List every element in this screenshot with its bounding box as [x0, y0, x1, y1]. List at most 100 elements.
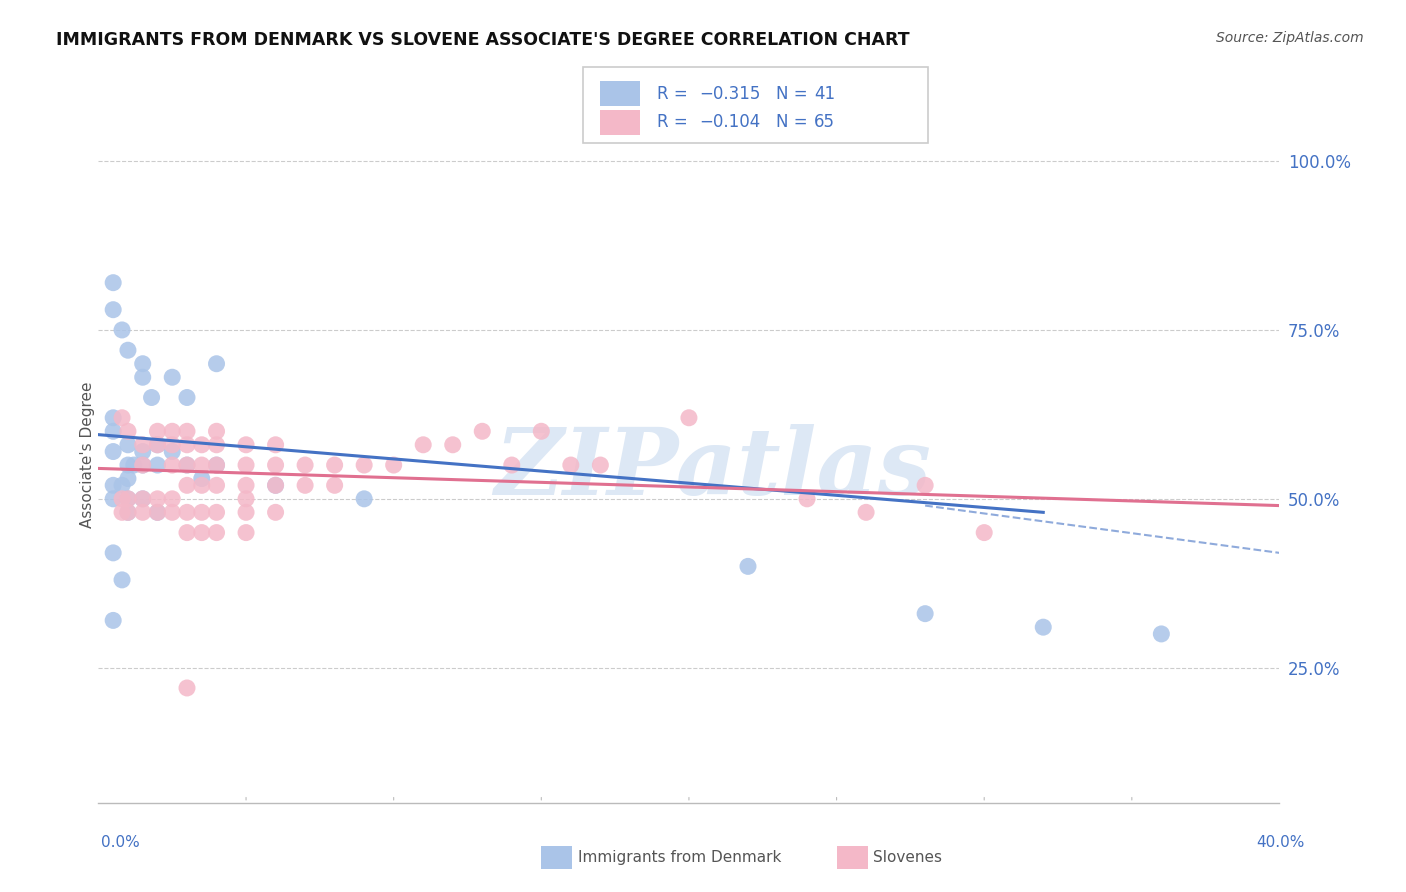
Point: [162, 444, 183, 458]
Point: [117, 458, 139, 472]
Point: [132, 357, 155, 371]
Point: [678, 410, 700, 425]
Point: [176, 478, 198, 492]
Point: [117, 424, 139, 438]
Point: [176, 505, 198, 519]
Text: N =: N =: [776, 113, 813, 131]
Point: [855, 505, 877, 519]
Point: [191, 472, 214, 486]
Point: [176, 424, 198, 438]
Point: [737, 559, 759, 574]
Point: [176, 438, 198, 452]
Point: [111, 573, 134, 587]
Point: [294, 458, 316, 472]
Point: [353, 491, 375, 506]
Point: [560, 458, 582, 472]
Point: [205, 438, 228, 452]
Point: [117, 438, 139, 452]
Text: Source: ZipAtlas.com: Source: ZipAtlas.com: [1216, 31, 1364, 45]
Point: [132, 370, 155, 384]
Point: [191, 478, 214, 492]
Point: [264, 478, 287, 492]
Point: [1032, 620, 1054, 634]
Point: [117, 472, 139, 486]
Point: [162, 424, 183, 438]
Point: [323, 478, 346, 492]
Point: [589, 458, 612, 472]
Point: [382, 458, 405, 472]
Point: [471, 424, 494, 438]
Point: [973, 525, 995, 540]
Point: [235, 458, 257, 472]
Point: [146, 424, 169, 438]
Y-axis label: Associate's Degree: Associate's Degree: [80, 382, 94, 528]
Point: [117, 491, 139, 506]
Point: [162, 458, 183, 472]
Text: 65: 65: [814, 113, 835, 131]
Text: R =: R =: [657, 85, 693, 103]
Point: [141, 391, 163, 405]
Point: [235, 491, 257, 506]
Point: [191, 458, 214, 472]
Point: [235, 505, 257, 519]
Point: [191, 505, 214, 519]
Point: [264, 458, 287, 472]
Point: [441, 438, 464, 452]
Point: [191, 525, 214, 540]
Point: [294, 478, 316, 492]
Point: [103, 614, 125, 628]
Point: [103, 424, 125, 438]
Text: R =: R =: [657, 113, 693, 131]
Text: N =: N =: [776, 85, 813, 103]
Text: 0.0%: 0.0%: [101, 836, 141, 850]
Point: [132, 458, 155, 472]
Point: [205, 458, 228, 472]
Point: [111, 410, 134, 425]
Point: [103, 478, 125, 492]
Point: [162, 491, 183, 506]
Point: [111, 491, 134, 506]
Point: [146, 491, 169, 506]
Text: 41: 41: [814, 85, 835, 103]
Point: [530, 424, 553, 438]
Point: [205, 525, 228, 540]
Point: [132, 438, 155, 452]
Point: [205, 424, 228, 438]
Point: [146, 458, 169, 472]
Point: [1150, 627, 1173, 641]
Point: [191, 438, 214, 452]
Point: [146, 505, 169, 519]
Text: Slovenes: Slovenes: [873, 850, 942, 864]
Point: [176, 458, 198, 472]
Point: [132, 505, 155, 519]
Point: [796, 491, 818, 506]
Point: [353, 458, 375, 472]
Point: [103, 410, 125, 425]
Point: [132, 458, 155, 472]
Point: [914, 607, 936, 621]
Point: [176, 525, 198, 540]
Text: ZIPatlas: ZIPatlas: [494, 424, 931, 514]
Point: [176, 391, 198, 405]
Point: [132, 444, 155, 458]
Point: [162, 370, 183, 384]
Point: [103, 444, 125, 458]
Point: [111, 505, 134, 519]
Point: [146, 438, 169, 452]
Point: [117, 343, 139, 358]
Point: [264, 478, 287, 492]
Point: [205, 458, 228, 472]
Point: [205, 357, 228, 371]
Point: [323, 458, 346, 472]
Point: [117, 505, 139, 519]
Point: [176, 458, 198, 472]
Point: [103, 491, 125, 506]
Point: [264, 505, 287, 519]
Point: [146, 438, 169, 452]
Point: [235, 478, 257, 492]
Text: −0.315: −0.315: [699, 85, 761, 103]
Point: [264, 438, 287, 452]
Point: [412, 438, 434, 452]
Text: −0.104: −0.104: [699, 113, 761, 131]
Point: [205, 505, 228, 519]
